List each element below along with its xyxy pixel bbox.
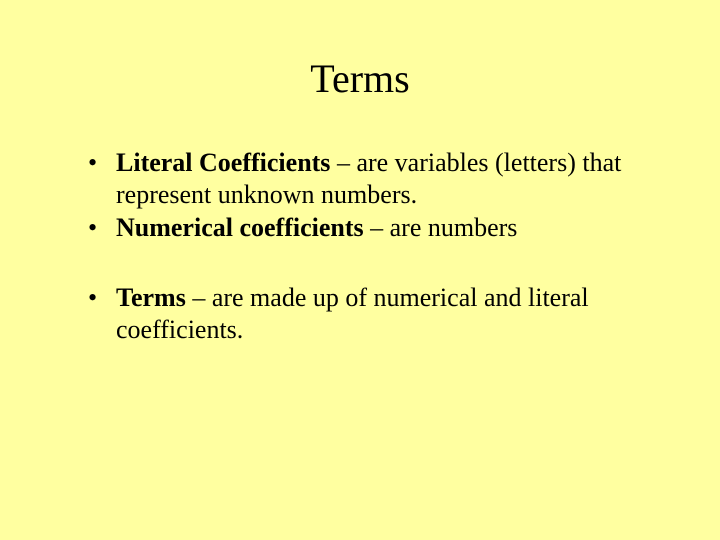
bullet-item-1: Literal Coefficients – are variables (le… (88, 147, 650, 210)
spacer (88, 246, 650, 282)
bullet-item-3: Terms – are made up of numerical and lit… (88, 282, 650, 345)
term-label-1: Literal Coefficients (116, 148, 330, 177)
term-desc-3: – are made up of numerical and literal c… (116, 283, 589, 344)
term-label-3: Terms (116, 283, 186, 312)
slide-title: Terms (70, 55, 650, 102)
term-label-2: Numerical coefficients (116, 213, 364, 242)
slide-container: Terms Literal Coefficients – are variabl… (0, 0, 720, 540)
bullet-item-2: Numerical coefficients – are numbers (88, 212, 650, 244)
term-desc-2: – are numbers (364, 213, 518, 242)
bullet-list: Literal Coefficients – are variables (le… (70, 147, 650, 346)
